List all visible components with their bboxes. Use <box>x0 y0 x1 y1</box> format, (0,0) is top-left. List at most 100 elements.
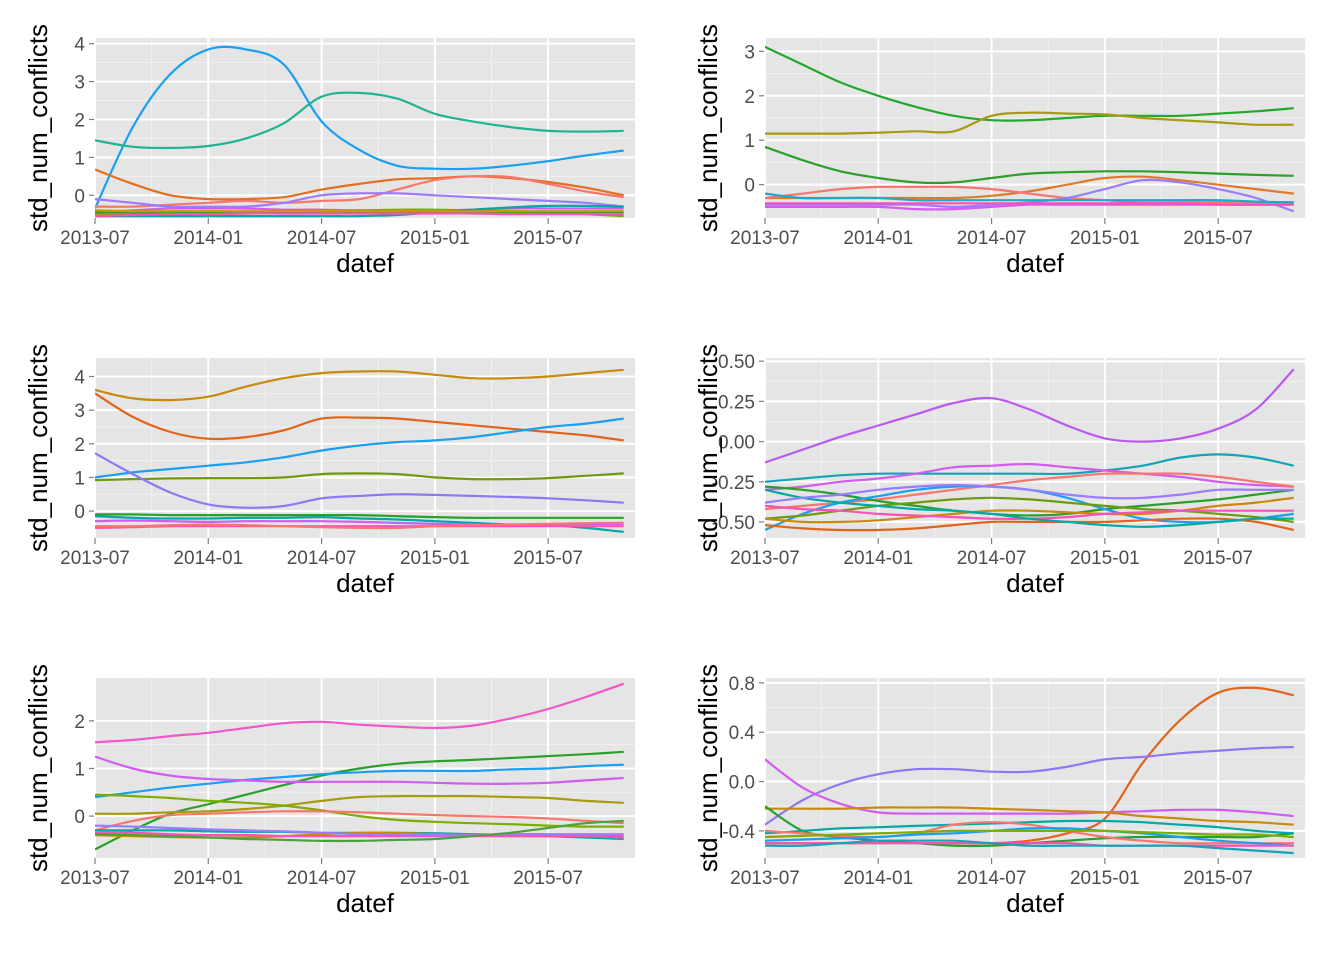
y-tick-label: -0.25 <box>712 473 755 494</box>
series-line-12 <box>765 483 1294 504</box>
y-axis-title: std_num_conflicts <box>23 664 53 872</box>
x-axis-title: datef <box>336 248 395 278</box>
series-line-5 <box>95 452 624 509</box>
series-line-5 <box>765 185 1294 204</box>
series-line-11 <box>95 209 624 213</box>
y-tick-label: 2 <box>744 87 755 108</box>
x-tick-label: 2015-07 <box>1183 548 1253 569</box>
y-tick-label: 0 <box>74 186 85 207</box>
x-axis-title: datef <box>1006 568 1065 598</box>
x-tick-label: 2015-01 <box>400 228 470 249</box>
chart-panel-3: 0 1 2 3 4 2013-07 2014-01 2014-07 2015-01 2015-07… <box>23 344 635 598</box>
series-line-11 <box>95 824 624 837</box>
series-line-4 <box>765 806 1294 826</box>
y-tick-label: 0.0 <box>729 773 755 794</box>
x-tick-label: 2014-07 <box>287 548 357 569</box>
x-tick-label: 2015-07 <box>513 228 583 249</box>
y-tick-label: -0.50 <box>712 513 755 534</box>
series-line-8 <box>95 204 624 218</box>
y-tick-label: 0.8 <box>729 674 755 695</box>
series-line-3 <box>95 763 624 799</box>
plot-background <box>95 358 635 538</box>
y-tick-label: 4 <box>74 368 85 389</box>
x-tick-label: 2014-01 <box>173 228 243 249</box>
x-tick-label: 2014-07 <box>957 228 1027 249</box>
y-tick-label: 3 <box>74 73 85 94</box>
y-tick-label: 0.50 <box>718 352 755 373</box>
x-tick-label: 2015-07 <box>1183 868 1253 889</box>
series-line-6 <box>95 793 624 828</box>
y-tick-label: 2 <box>74 712 85 733</box>
series-line-10 <box>765 829 1294 839</box>
y-axis-title: std_num_conflicts <box>693 24 723 232</box>
series-line-12 <box>95 819 624 843</box>
series-line-2 <box>765 745 1294 826</box>
series-line-4 <box>95 755 624 785</box>
series-line-5 <box>95 192 624 209</box>
x-tick-label: 2015-01 <box>1070 228 1140 249</box>
x-tick-label: 2013-07 <box>60 228 130 249</box>
y-tick-label: 3 <box>744 42 755 63</box>
series-line-7 <box>765 821 1294 845</box>
series-line-4 <box>765 472 1294 511</box>
x-tick-label: 2015-07 <box>513 548 583 569</box>
series-line-1 <box>765 45 1294 122</box>
y-tick-label: 1 <box>74 468 85 489</box>
x-tick-label: 2015-07 <box>513 868 583 889</box>
series-line-2 <box>95 750 624 851</box>
y-tick-label: 0 <box>74 502 85 523</box>
x-tick-label: 2015-07 <box>1183 228 1253 249</box>
y-tick-label: 2 <box>74 110 85 131</box>
x-tick-label: 2015-01 <box>1070 548 1140 569</box>
x-tick-label: 2013-07 <box>730 868 800 889</box>
x-tick-label: 2015-01 <box>1070 868 1140 889</box>
series-line-7 <box>765 192 1294 204</box>
y-tick-label: 0.25 <box>718 392 755 413</box>
y-tick-label: 0.4 <box>729 723 756 744</box>
series-line-3 <box>765 145 1294 185</box>
chart-panel-4: -0.50 -0.25 0.00 0.25 0.50 2013-07 2014-01 2014… <box>693 344 1305 598</box>
series-line-6 <box>95 513 624 519</box>
series-line-9 <box>765 202 1294 206</box>
plot-background <box>95 38 635 218</box>
series-line-10 <box>95 831 624 839</box>
x-tick-label: 2015-01 <box>400 868 470 889</box>
series-line-3 <box>765 462 1294 491</box>
chart-panel-6: -0.4 0.0 0.4 0.8 2013-07 2014-01 2014-07 2015-0… <box>693 664 1305 918</box>
x-tick-label: 2014-07 <box>287 868 357 889</box>
x-axis-title: datef <box>1006 248 1065 278</box>
y-axis-title: std_num_conflicts <box>693 344 723 552</box>
y-tick-label: 3 <box>74 401 85 422</box>
series-line-7 <box>95 810 624 832</box>
x-tick-label: 2014-01 <box>173 548 243 569</box>
series-line-4 <box>95 472 624 482</box>
x-tick-label: 2014-01 <box>843 868 913 889</box>
series-line-3 <box>765 758 1294 818</box>
series-line-1 <box>95 45 624 209</box>
series-line-11 <box>765 839 1294 855</box>
y-axis-title: std_num_conflicts <box>23 24 53 232</box>
x-tick-label: 2015-01 <box>400 548 470 569</box>
y-tick-label: -0.4 <box>722 822 755 843</box>
x-tick-label: 2013-07 <box>60 868 130 889</box>
x-tick-label: 2013-07 <box>730 548 800 569</box>
series-line-6 <box>765 819 1294 835</box>
series-line-5 <box>95 794 624 815</box>
series-line-8 <box>765 517 1294 532</box>
series-line-4 <box>95 174 624 208</box>
y-tick-label: 2 <box>74 435 85 456</box>
x-tick-label: 2013-07 <box>730 228 800 249</box>
y-tick-label: 0 <box>74 807 85 828</box>
series-line-1 <box>95 368 624 402</box>
series-line-11 <box>765 488 1294 528</box>
series-line-9 <box>95 525 624 529</box>
y-tick-label: 1 <box>74 148 85 169</box>
y-tick-label: 0 <box>744 176 755 197</box>
x-tick-label: 2014-07 <box>287 228 357 249</box>
chart-panel-2: 0 1 2 3 2013-07 2014-01 2014-07 2015-01 2015-07 d… <box>693 24 1305 278</box>
series-line-8 <box>765 827 1294 847</box>
y-tick-label: 1 <box>74 759 85 780</box>
series-line-2 <box>95 392 624 442</box>
